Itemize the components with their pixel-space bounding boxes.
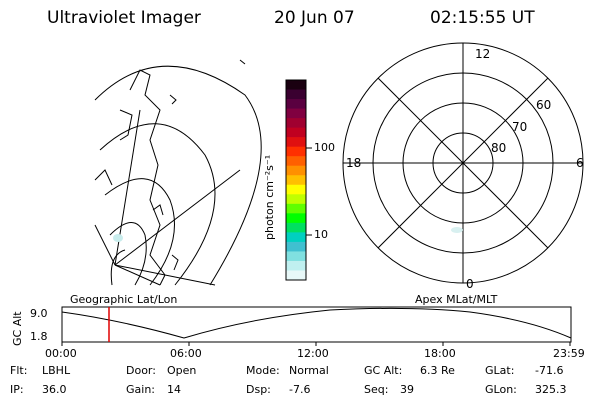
- time-label: 02:15:55 UT: [430, 8, 535, 28]
- colorbar-cell: [286, 99, 306, 110]
- colorbar-cell: [286, 165, 306, 176]
- timeline-xtick-2: 12:00: [297, 347, 329, 360]
- lat-label-80: 80: [491, 141, 507, 155]
- colorbar-cell: [286, 232, 306, 243]
- geo-map-label: Geographic Lat/Lon: [70, 293, 178, 306]
- status-glat-key: GLat:: [485, 364, 515, 377]
- status-mode-value: Normal: [289, 364, 329, 377]
- lat-label-70: 70: [512, 120, 528, 134]
- colorbar-tick-high: 100: [314, 141, 335, 154]
- status-seq-key: Seq:: [364, 383, 389, 396]
- status-glat-value: -71.6: [535, 364, 564, 377]
- colorbar-cell: [286, 241, 306, 252]
- polar-map-label: Apex MLat/MLT: [415, 293, 498, 306]
- colorbar-cell: [286, 80, 306, 91]
- colorbar-cell: [286, 108, 306, 119]
- mlt-label-top: 12: [475, 47, 491, 61]
- lat-label-60: 60: [536, 98, 552, 112]
- colorbar-cell: [286, 127, 306, 138]
- colorbar-cell: [286, 89, 306, 100]
- status-dsp-value: -7.6: [289, 383, 311, 396]
- colorbar-cell: [286, 175, 306, 186]
- status-flt-key: Flt:: [10, 364, 28, 377]
- colorbar-cell: [286, 184, 306, 195]
- timeline-xtick-3: 18:00: [424, 347, 456, 360]
- date-label: 20 Jun 07: [274, 8, 355, 28]
- colorbar-cell: [286, 260, 306, 271]
- timeline-xtick-0: 00:00: [45, 347, 77, 360]
- colorbar-cell: [286, 213, 306, 224]
- timeline-ytick-high: 9.0: [30, 307, 48, 320]
- colorbar-cell: [286, 137, 306, 148]
- status-glon-value: 325.3: [535, 383, 567, 396]
- colorbar-cell: [286, 118, 306, 129]
- mlt-label-left: 18: [346, 156, 362, 170]
- colorbar-cell: [286, 194, 306, 205]
- timeline-xtick-1: 06:00: [170, 347, 202, 360]
- status-gcalt-value: 6.3 Re: [420, 364, 455, 377]
- mlt-label-bottom: 0: [466, 277, 474, 291]
- status-gain-value: 14: [167, 383, 181, 396]
- colorbar-cell: [286, 251, 306, 262]
- status-gain-key: Gain:: [126, 383, 155, 396]
- status-gcalt-key: GC Alt:: [364, 364, 403, 377]
- status-flt-value: LBHL: [42, 364, 71, 377]
- colorbar-cell: [286, 146, 306, 157]
- timeline-ylabel: GC Alt: [11, 311, 24, 346]
- status-seq-value: 39: [400, 383, 414, 396]
- status-door-key: Door:: [126, 364, 156, 377]
- colorbar-cell: [286, 156, 306, 167]
- mlt-label-right: 6: [576, 156, 584, 170]
- status-mode-key: Mode:: [246, 364, 280, 377]
- status-ip-key: IP:: [10, 383, 24, 396]
- status-dsp-key: Dsp:: [246, 383, 271, 396]
- status-door-value: Open: [167, 364, 197, 377]
- timeline-ytick-low: 1.8: [30, 330, 48, 343]
- status-ip-value: 36.0: [42, 383, 67, 396]
- colorbar-cell: [286, 222, 306, 233]
- status-glon-key: GLon:: [485, 383, 517, 396]
- colorbar-cell: [286, 203, 306, 214]
- colorbar-cell: [286, 270, 306, 281]
- colorbar-tick-low: 10: [314, 228, 328, 241]
- instrument-title: Ultraviolet Imager: [47, 8, 201, 28]
- timeline-xtick-4: 23:59: [553, 347, 585, 360]
